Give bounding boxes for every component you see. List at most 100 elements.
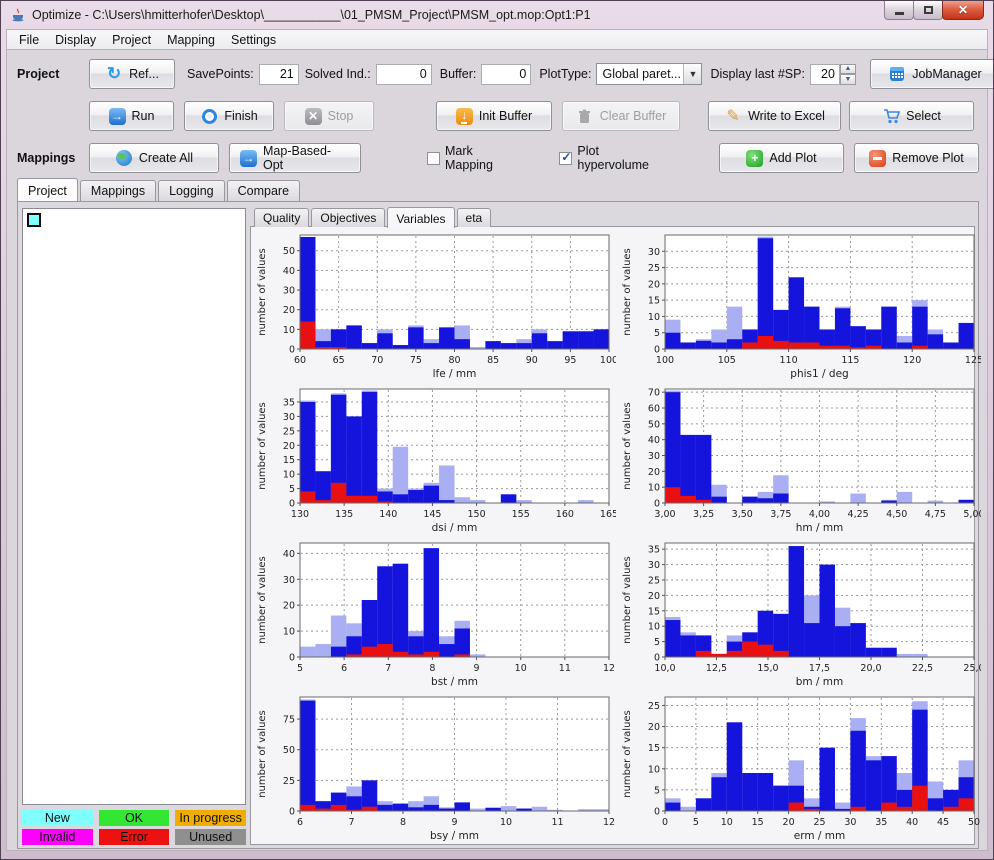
menu-file[interactable]: File xyxy=(19,32,40,47)
solved-label: Solved Ind.: xyxy=(304,67,371,81)
svg-text:12,5: 12,5 xyxy=(706,663,727,674)
spin-down-icon[interactable]: ▼ xyxy=(839,74,856,85)
svg-text:0: 0 xyxy=(289,345,295,356)
toolbar-row-run: → Run Finish ✕ Stop ↓ Init Buffer Clear … xyxy=(17,99,979,133)
svg-text:10: 10 xyxy=(283,627,295,638)
histogram-bsy: 6 7 8 9 10 11 12 0 25 50 75 bsy / mm number of value… xyxy=(254,692,617,844)
menu-settings[interactable]: Settings xyxy=(231,32,277,47)
solved-field[interactable]: 0 xyxy=(375,63,432,85)
svg-text:25: 25 xyxy=(648,263,660,274)
maximize-button[interactable] xyxy=(913,1,943,20)
svg-text:number of values: number of values xyxy=(257,710,268,798)
minimize-button[interactable] xyxy=(884,1,914,20)
run-button[interactable]: → Run xyxy=(89,101,174,131)
svg-text:25: 25 xyxy=(283,776,295,787)
init-buffer-button[interactable]: ↓ Init Buffer xyxy=(436,101,552,131)
arrow-right-icon: → xyxy=(240,149,257,167)
svg-text:70: 70 xyxy=(648,388,660,399)
svg-text:7: 7 xyxy=(385,663,391,674)
svg-text:30: 30 xyxy=(283,412,295,423)
close-icon: ✕ xyxy=(957,3,969,17)
tab-eta[interactable]: eta xyxy=(456,208,492,227)
svg-text:0: 0 xyxy=(654,345,660,356)
main-tabstrip: Project Mappings Logging Compare xyxy=(17,178,302,201)
tab-variables[interactable]: Variables xyxy=(387,207,455,228)
select-button[interactable]: Select xyxy=(849,101,974,131)
close-button[interactable]: ✕ xyxy=(942,1,984,20)
tab-mappings[interactable]: Mappings xyxy=(79,180,157,201)
svg-text:10: 10 xyxy=(648,483,660,494)
buffer-field[interactable]: 0 xyxy=(481,63,532,85)
svg-text:25: 25 xyxy=(648,575,660,586)
svg-text:6: 6 xyxy=(297,817,303,828)
display-last-field[interactable]: 20 xyxy=(809,63,840,85)
mark-mapping-checkbox[interactable] xyxy=(427,151,440,165)
svg-text:0: 0 xyxy=(654,807,660,818)
menu-mapping[interactable]: Mapping xyxy=(167,32,216,47)
svg-text:20: 20 xyxy=(648,591,660,602)
refresh-button[interactable]: ↻ Ref... xyxy=(89,59,175,89)
jobmanager-button[interactable]: JobManager xyxy=(869,59,993,89)
chevron-down-icon: ▼ xyxy=(683,64,702,84)
svg-text:100: 100 xyxy=(656,355,674,366)
tab-project[interactable]: Project xyxy=(17,178,78,201)
svg-text:20,0: 20,0 xyxy=(860,663,881,674)
svg-text:45: 45 xyxy=(937,817,949,828)
svg-text:phis1 / deg: phis1 / deg xyxy=(790,368,848,380)
write-to-excel-button[interactable]: ✎ Write to Excel xyxy=(708,101,841,131)
create-all-button[interactable]: Create All xyxy=(89,143,219,173)
legend-ok: OK xyxy=(98,810,170,826)
app-java-icon xyxy=(12,8,24,22)
svg-text:20: 20 xyxy=(283,305,295,316)
svg-text:erm / mm: erm / mm xyxy=(794,830,846,842)
svg-text:95: 95 xyxy=(564,355,576,366)
svg-text:35: 35 xyxy=(648,545,660,556)
legend-new: New xyxy=(22,810,93,826)
svg-text:15: 15 xyxy=(283,455,295,466)
project-tab-content: New OK In progress Invalid Error Unused … xyxy=(17,201,982,849)
plottype-select[interactable]: Global paret... ▼ xyxy=(596,63,703,85)
title-bar[interactable]: Optimize - C:\Users\hmitterhofer\Desktop… xyxy=(6,1,988,29)
clear-buffer-button[interactable]: Clear Buffer xyxy=(562,101,680,131)
tab-quality[interactable]: Quality xyxy=(254,208,310,227)
display-last-spinner[interactable]: 20 ▲ ▼ xyxy=(809,63,856,85)
menu-project[interactable]: Project xyxy=(112,32,152,47)
display-last-label: Display last #SP: xyxy=(710,67,805,81)
svg-text:bst / mm: bst / mm xyxy=(431,676,478,688)
tab-logging[interactable]: Logging xyxy=(158,180,225,201)
svg-text:50: 50 xyxy=(968,817,980,828)
project-tree[interactable] xyxy=(22,208,246,805)
finish-button[interactable]: Finish xyxy=(184,101,274,131)
tab-objectives[interactable]: Objectives xyxy=(311,208,386,227)
svg-text:20: 20 xyxy=(283,441,295,452)
toolbar-row-mappings: Mappings Create All → Map-Based-Opt Mark… xyxy=(17,141,979,175)
svg-text:bm / mm: bm / mm xyxy=(796,676,844,688)
savepoints-field[interactable]: 21 xyxy=(258,63,299,85)
tab-compare[interactable]: Compare xyxy=(226,180,301,201)
svg-text:3,00: 3,00 xyxy=(654,509,675,520)
spin-up-icon[interactable]: ▲ xyxy=(839,63,856,74)
svg-text:160: 160 xyxy=(556,509,574,520)
svg-text:105: 105 xyxy=(718,355,736,366)
savepoints-label: SavePoints: xyxy=(187,67,254,81)
svg-text:25,0: 25,0 xyxy=(963,663,981,674)
svg-text:12: 12 xyxy=(603,663,615,674)
svg-text:0: 0 xyxy=(654,653,660,664)
svg-text:40: 40 xyxy=(283,266,295,277)
svg-text:15: 15 xyxy=(648,743,660,754)
tree-node-new[interactable] xyxy=(27,213,41,227)
stop-button[interactable]: ✕ Stop xyxy=(284,101,374,131)
svg-text:10: 10 xyxy=(515,663,527,674)
add-plot-button[interactable]: + Add Plot xyxy=(719,143,844,173)
menu-display[interactable]: Display xyxy=(55,32,97,47)
histogram-bm: 10,0 12,5 15,0 17,5 20,0 22,5 25,0 0 5 10 15 20 25 30… xyxy=(619,538,982,690)
svg-text:11: 11 xyxy=(559,663,571,674)
svg-text:5: 5 xyxy=(693,817,699,828)
legend-in-progress: In progress xyxy=(175,810,246,826)
svg-text:5: 5 xyxy=(289,484,295,495)
remove-plot-button[interactable]: Remove Plot xyxy=(854,143,979,173)
plot-hypervolume-checkbox[interactable] xyxy=(559,150,573,165)
svg-text:0: 0 xyxy=(289,807,295,818)
map-based-opt-button[interactable]: → Map-Based-Opt xyxy=(229,143,361,173)
svg-text:50: 50 xyxy=(283,246,295,257)
